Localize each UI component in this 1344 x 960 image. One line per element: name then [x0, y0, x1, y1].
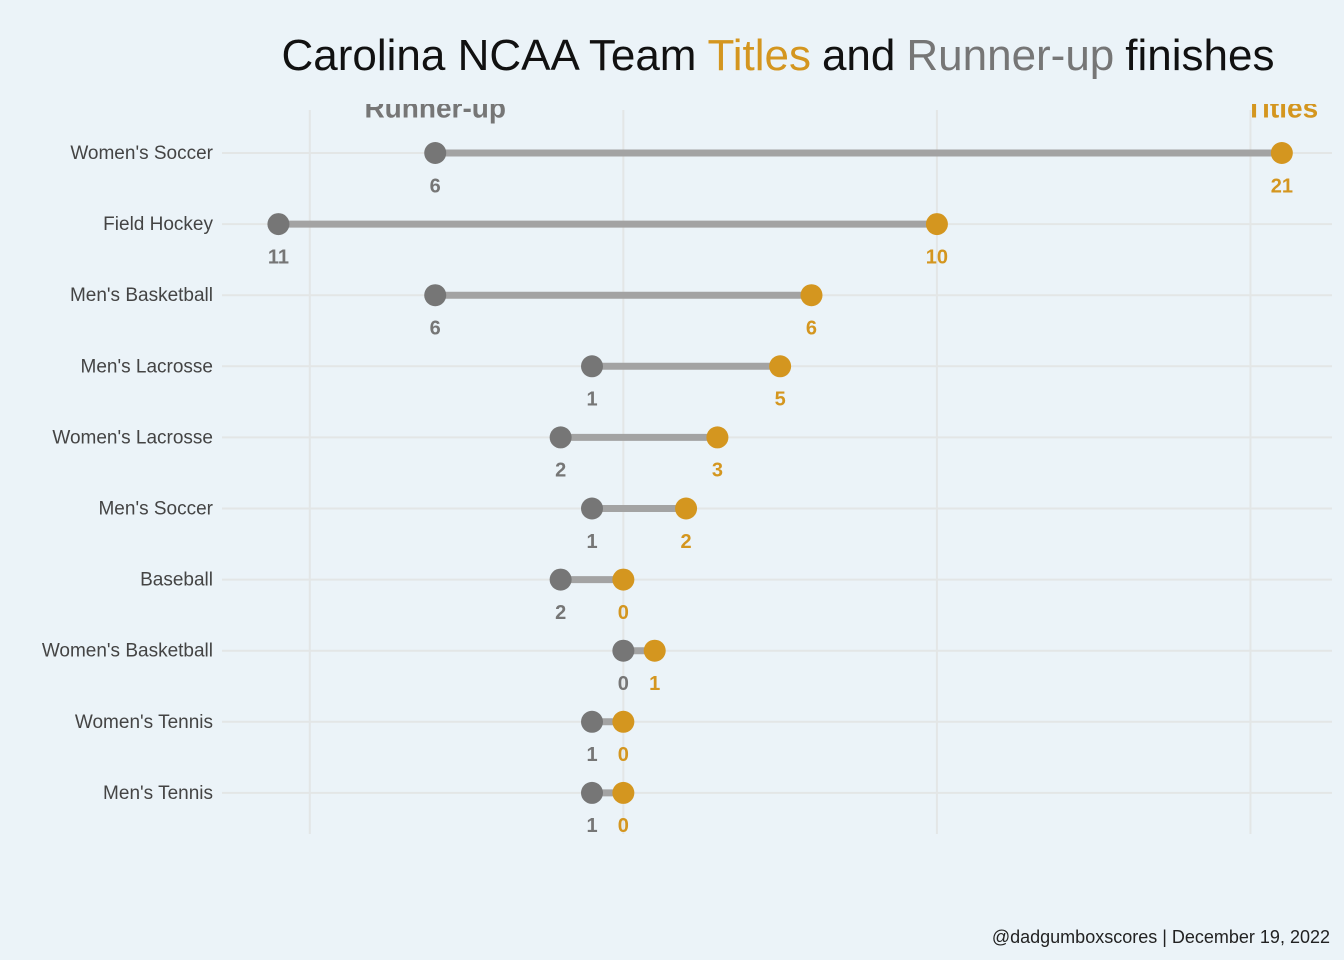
dot — [675, 497, 698, 520]
value-label: 2 — [681, 531, 692, 553]
labels: Women's Soccer Field Hockey Men's Basketba… — [42, 143, 214, 804]
dot — [581, 355, 603, 378]
y-tick-label: Men's Lacrosse — [81, 356, 213, 377]
dot — [1270, 142, 1293, 164]
dot — [581, 781, 603, 804]
dot — [612, 710, 635, 733]
dot — [925, 213, 948, 236]
dot — [706, 426, 729, 449]
dot — [549, 568, 572, 591]
value-label: 1 — [586, 389, 597, 411]
value-label: 6 — [430, 175, 441, 197]
title-part: finishes — [1125, 31, 1274, 80]
value-label: 2 — [555, 460, 566, 482]
dot — [769, 355, 792, 378]
y-tick-label: Field Hockey — [103, 214, 213, 235]
dot — [800, 284, 823, 307]
value-label: 2 — [555, 602, 566, 624]
dot — [612, 568, 635, 591]
title-part: and — [822, 31, 895, 80]
y-tick-label: Women's Basketball — [42, 641, 213, 662]
y-tick-label: Men's Soccer — [98, 499, 213, 520]
value-label: 6 — [430, 317, 441, 339]
value-label: 0 — [618, 602, 629, 624]
value-label: 11 — [268, 246, 289, 268]
value-label: 0 — [618, 744, 629, 766]
title-part: Titles — [707, 31, 811, 80]
caption: @dadgumboxscores | December 19, 2022 — [992, 927, 1330, 947]
y-tick-label: Baseball — [140, 570, 213, 591]
value-label: 1 — [649, 673, 660, 695]
dot — [267, 213, 290, 236]
value-label: 3 — [712, 460, 723, 482]
dot — [581, 710, 603, 733]
y-tick-label: Women's Lacrosse — [52, 427, 213, 448]
y-tick-label: Men's Basketball — [70, 285, 213, 306]
value-label: 1 — [586, 815, 597, 837]
dot — [581, 497, 603, 520]
value-label: 21 — [1271, 175, 1293, 197]
title-part: Carolina NCAA Team — [282, 31, 697, 80]
value-label: 0 — [618, 673, 629, 695]
title-part: Runner-up — [906, 31, 1114, 80]
series-annotation: Runner-up — [364, 92, 506, 123]
dot — [424, 142, 447, 164]
value-label: 0 — [618, 815, 629, 837]
value-label: 10 — [926, 246, 948, 268]
chart-title: Carolina NCAA Team Titles and Runner-up fini… — [282, 31, 1275, 80]
y-tick-label: Men's Tennis — [103, 783, 213, 804]
dot — [549, 426, 572, 449]
dot — [612, 639, 635, 662]
y-tick-label: Women's Soccer — [70, 143, 213, 164]
value-label: 6 — [806, 317, 817, 339]
dot — [643, 639, 666, 662]
y-tick-label: Women's Tennis — [75, 712, 213, 733]
dot — [424, 284, 447, 307]
series-annotation: Titles — [1246, 92, 1319, 123]
dot — [612, 781, 635, 804]
value-label: 1 — [586, 531, 597, 553]
value-label: 1 — [586, 744, 597, 766]
value-label: 5 — [775, 389, 786, 411]
